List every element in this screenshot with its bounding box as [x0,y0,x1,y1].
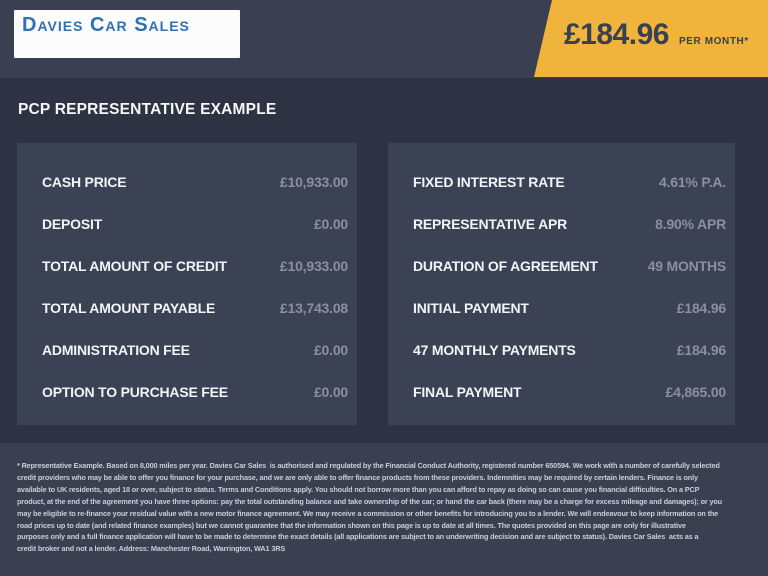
disclaimer-line: product, at the end of the agreement you… [17,496,722,506]
finance-panel-left: CASH PRICE £10,933.00 DEPOSIT £0.00 TOTA… [17,143,357,425]
finance-row-label: FIXED INTEREST RATE [413,174,565,190]
finance-row-monthly-payments: 47 MONTHLY PAYMENTS £184.96 [413,329,726,371]
monthly-price-value: £184.96 [564,18,669,51]
finance-row-deposit: DEPOSIT £0.00 [42,203,348,245]
finance-row-value: £4,865.00 [665,384,727,400]
finance-row-duration: DURATION OF AGREEMENT 49 MONTHS [413,245,726,287]
finance-row-label: FINAL PAYMENT [413,384,522,400]
finance-row-label: INITIAL PAYMENT [413,300,529,316]
dealer-logo: Davies Car Sales [14,10,240,58]
finance-row-value: £10,933.00 [279,258,348,274]
disclaimer-line: purposes only and a full finance applica… [17,532,699,542]
finance-row-label: CASH PRICE [42,174,127,190]
finance-row-total-credit: TOTAL AMOUNT OF CREDIT £10,933.00 [42,245,348,287]
finance-row-interest-rate: FIXED INTEREST RATE 4.61% P.A. [413,161,726,203]
finance-row-value: £10,933.00 [279,174,348,190]
monthly-price-banner: £184.96 PER MONTH* [534,0,768,77]
finance-row-label: DEPOSIT [42,216,103,232]
disclaimer-line: road prices up to date (and related fina… [17,520,686,530]
finance-row-value: 8.90% APR [655,216,726,232]
finance-row-label: TOTAL AMOUNT OF CREDIT [42,258,227,274]
finance-row-label: ADMINISTRATION FEE [42,342,190,358]
finance-row-initial-payment: INITIAL PAYMENT £184.96 [413,287,726,329]
finance-row-label: 47 MONTHLY PAYMENTS [413,342,576,358]
disclaimer-line: available to UK residents, aged 18 or ov… [17,484,700,494]
finance-row-value: £184.96 [676,342,726,358]
header-strip: Davies Car Sales £184.96 PER MONTH* [0,0,768,78]
disclaimer-line: may be eligible to re-finance your resid… [17,508,719,518]
disclaimer-footer: * Representative Example. Based on 8,000… [0,443,768,576]
finance-row-label: OPTION TO PURCHASE FEE [42,384,228,400]
finance-row-admin-fee: ADMINISTRATION FEE £0.00 [42,329,348,371]
finance-row-value: £0.00 [313,384,348,400]
finance-row-value: £13,743.08 [279,300,348,316]
finance-panel-right: FIXED INTEREST RATE 4.61% P.A. REPRESENT… [388,143,735,425]
disclaimer-line: * Representative Example. Based on 8,000… [17,461,720,470]
finance-row-value: £184.96 [676,300,726,316]
finance-row-value: 49 MONTHS [647,258,727,274]
finance-row-label: TOTAL AMOUNT PAYABLE [42,300,216,316]
finance-row-value: £0.00 [313,216,348,232]
finance-row-option-fee: OPTION TO PURCHASE FEE £0.00 [42,371,348,413]
disclaimer-line: credit broker and not a lender. Address:… [17,544,286,554]
monthly-price-suffix: PER MONTH* [678,36,749,47]
finance-row-apr: REPRESENTATIVE APR 8.90% APR [413,203,726,245]
finance-row-value: £0.00 [313,342,348,358]
finance-row-value: 4.61% P.A. [658,174,726,190]
page-title: PCP REPRESENTATIVE EXAMPLE [18,101,277,118]
disclaimer-line: credit providers who may be able to offe… [17,472,698,482]
finance-row-label: DURATION OF AGREEMENT [413,258,598,274]
finance-row-cash-price: CASH PRICE £10,933.00 [42,161,348,203]
finance-row-total-payable: TOTAL AMOUNT PAYABLE £13,743.08 [42,287,348,329]
dealer-logo-text: Davies Car Sales [22,14,190,36]
finance-row-final-payment: FINAL PAYMENT £4,865.00 [413,371,726,413]
finance-row-label: REPRESENTATIVE APR [413,216,568,232]
